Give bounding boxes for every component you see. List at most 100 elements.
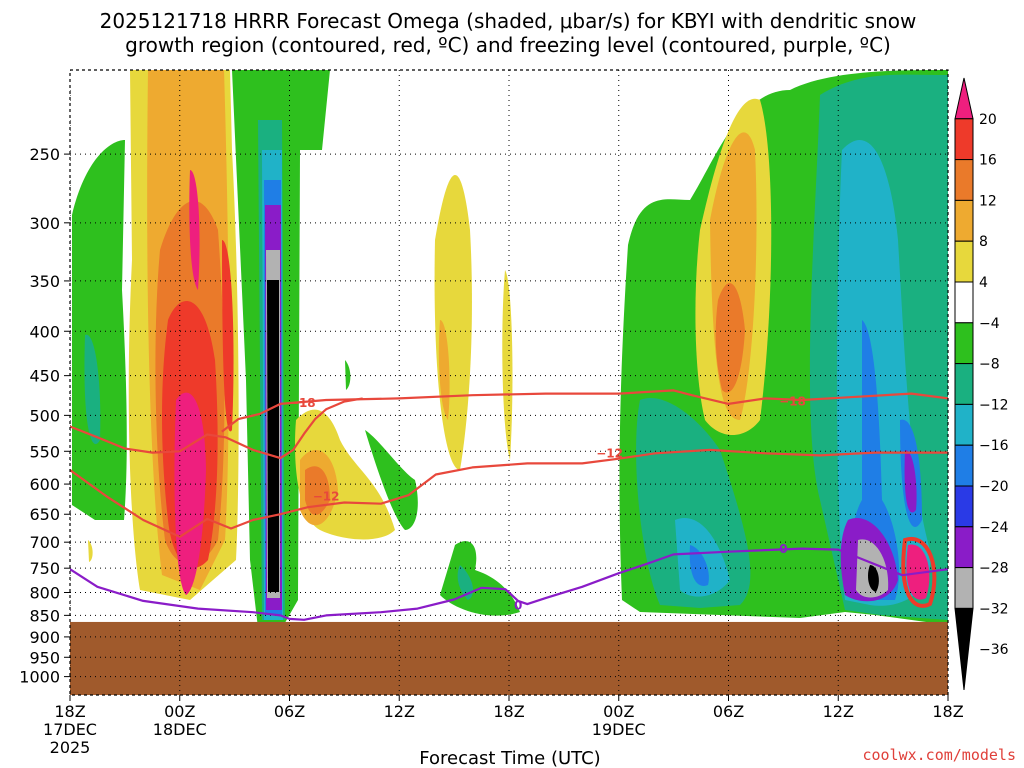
- shade-magenta-col: [189, 170, 200, 290]
- x-tick-label: 06Z: [274, 702, 305, 721]
- contour-line: [70, 397, 363, 460]
- shade-yellow-thin: [502, 270, 513, 460]
- y-axis-ticks: 250 300 350 400 450 500 550 600 650 700 750 800 850 9…: [19, 145, 70, 687]
- y-tick-label: 1000: [19, 668, 60, 687]
- colorbar-tick-label: −28: [979, 561, 1009, 577]
- y-tick-label: 600: [29, 475, 60, 494]
- shade-black-right: [868, 565, 879, 592]
- shade-magenta-left: [174, 392, 206, 595]
- shade-black-col: [267, 280, 279, 592]
- shade-teal-left: [84, 334, 101, 445]
- colorbar-tick-label: −24: [979, 520, 1009, 536]
- contour-label: 0: [514, 598, 522, 612]
- terrain-ground: [70, 621, 948, 695]
- colorbar-tick-label: −8: [979, 357, 1000, 373]
- colorbar-swatch: [954, 403, 974, 446]
- x-tick-label: 18Z: [493, 702, 524, 721]
- colorbar-tick-label: −4: [979, 316, 1000, 332]
- colorbar-swatch: [954, 199, 974, 242]
- omega-shading: [72, 70, 948, 628]
- x-tick-label: 00Z: [164, 702, 195, 721]
- y-tick-label: 700: [29, 533, 60, 552]
- shade-green-small: [365, 430, 418, 530]
- colorbar-swatch: [954, 240, 974, 283]
- shade-orange-mid: [305, 466, 330, 515]
- y-tick-label: 500: [29, 406, 60, 425]
- shade-red-ring: [901, 536, 937, 608]
- shade-green-left: [72, 140, 127, 520]
- y-tick-label: 400: [29, 322, 60, 341]
- chart-title-line2: growth region (contoured, red, ºC) and f…: [125, 33, 891, 57]
- x-tick-label: 2025: [50, 738, 91, 757]
- shade-red-col2: [222, 240, 234, 432]
- y-tick-label: 900: [29, 628, 60, 647]
- colorbar-swatch: [954, 281, 974, 324]
- shade-orange-right: [715, 283, 745, 393]
- x-tick-label: 17DEC: [43, 720, 97, 739]
- plot-frame: [69, 69, 949, 696]
- x-tick-label: 00Z: [603, 702, 634, 721]
- y-tick-label: 450: [29, 367, 60, 386]
- colorbar: 20 16 12 8 4 −4 −8 −12 −16 −20 −24 −28 −32 −36: [954, 77, 1009, 691]
- colorbar-swatch: [954, 526, 974, 569]
- colorbar-top-arrow: [954, 77, 974, 120]
- colorbar-tick-label: −20: [979, 479, 1009, 495]
- contour-lines: [70, 389, 948, 621]
- colorbar-tick-label: −32: [979, 601, 1009, 617]
- x-axis-label: Forecast Time (UTC): [419, 748, 600, 768]
- colorbar-swatch: [954, 118, 974, 161]
- colorbar-swatch: [954, 567, 974, 609]
- shade-blue-mid: [689, 545, 709, 586]
- colorbar-swatch: [954, 322, 974, 365]
- x-tick-label: 18Z: [932, 702, 963, 721]
- y-tick-label: 350: [29, 272, 60, 291]
- colorbar-swatch: [954, 363, 974, 405]
- colorbar-tick-label: −36: [979, 642, 1009, 658]
- x-tick-label: 12Z: [384, 702, 415, 721]
- y-tick-label: 550: [29, 442, 60, 461]
- colorbar-tick-label: 12: [979, 193, 997, 209]
- x-tick-label: 19DEC: [592, 720, 646, 739]
- y-tick-label: 950: [29, 648, 60, 667]
- x-tick-label: 06Z: [713, 702, 744, 721]
- x-tick-label: 12Z: [823, 702, 854, 721]
- contour-label: −18: [289, 396, 316, 410]
- x-tick-label: 18Z: [54, 702, 85, 721]
- shade-green-dot: [345, 360, 351, 390]
- contour-line: [70, 448, 948, 538]
- contour-label: 0: [779, 542, 787, 556]
- y-tick-label: 750: [29, 559, 60, 578]
- colorbar-tick-label: −12: [979, 397, 1009, 413]
- colorbar-swatch: [954, 159, 974, 201]
- shade-yellow-small: [365, 484, 376, 530]
- colorbar-swatch: [954, 444, 974, 487]
- chart-title-line1: 2025121718 HRRR Forecast Omega (shaded, …: [100, 9, 917, 33]
- y-tick-label: 850: [29, 606, 60, 625]
- colorbar-tick-label: 20: [979, 112, 997, 128]
- contour-line: [70, 547, 948, 621]
- contour-label: −12: [596, 446, 623, 460]
- credit-text: coolwx.com/models: [862, 746, 1016, 764]
- shade-yellow-dot1: [88, 540, 93, 562]
- shade-purple-cell: [904, 450, 917, 513]
- shade-gold-col: [438, 320, 450, 420]
- colorbar-bottom-arrow: [954, 607, 974, 691]
- contour-line: [221, 389, 948, 433]
- grid-lines: [70, 70, 948, 695]
- contour-label: −12: [313, 489, 340, 503]
- shade-teal-small: [457, 565, 474, 600]
- contour-label: −18: [779, 395, 806, 409]
- x-tick-label: 18DEC: [153, 720, 207, 739]
- colorbar-swatch: [954, 485, 974, 528]
- y-tick-label: 650: [29, 505, 60, 524]
- colorbar-tick-label: 8: [979, 234, 988, 250]
- y-tick-label: 800: [29, 584, 60, 603]
- y-tick-label: 300: [29, 214, 60, 233]
- contour-labels: −18 −18 −12 −12 0 0: [289, 395, 806, 613]
- colorbar-tick-label: −16: [979, 438, 1009, 454]
- colorbar-tick-label: 4: [979, 275, 988, 291]
- y-tick-label: 250: [29, 145, 60, 164]
- colorbar-tick-label: 16: [979, 153, 997, 169]
